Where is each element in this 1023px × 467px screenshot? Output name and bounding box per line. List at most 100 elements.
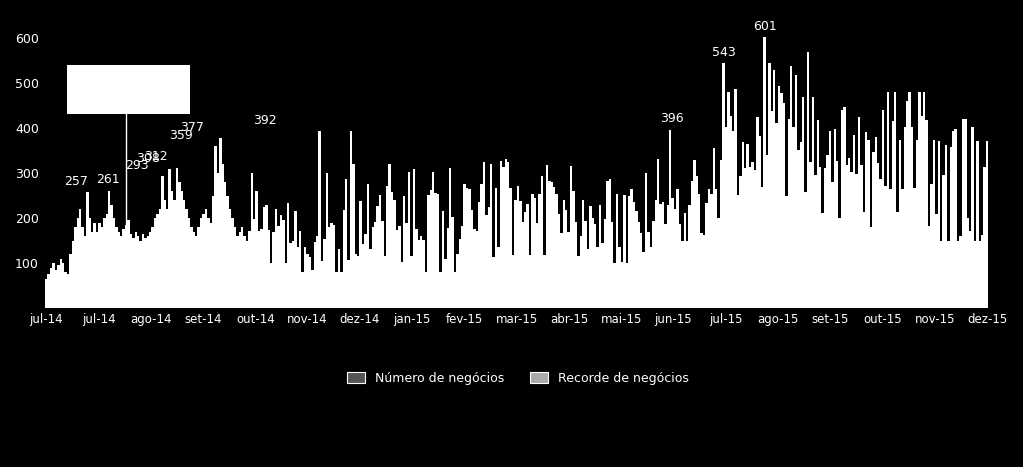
Bar xyxy=(957,241,960,308)
Bar xyxy=(197,227,199,308)
Bar xyxy=(199,218,203,308)
Bar xyxy=(68,64,189,114)
Bar xyxy=(509,188,512,308)
Bar xyxy=(611,222,614,308)
Bar xyxy=(587,249,589,308)
Bar xyxy=(824,168,827,308)
Bar xyxy=(596,248,598,308)
Bar xyxy=(744,168,747,308)
Bar xyxy=(618,248,621,308)
Bar xyxy=(55,270,57,308)
Bar xyxy=(268,230,270,308)
Bar xyxy=(928,226,930,308)
Bar xyxy=(770,112,773,308)
Bar xyxy=(754,170,756,308)
Bar xyxy=(340,272,343,308)
Bar xyxy=(686,241,688,308)
Bar xyxy=(100,227,103,308)
Bar xyxy=(570,166,572,308)
Bar xyxy=(323,239,325,308)
Bar xyxy=(529,255,531,308)
Bar xyxy=(439,272,442,308)
Bar xyxy=(74,227,77,308)
Bar xyxy=(768,63,770,308)
Bar xyxy=(722,64,724,308)
Bar xyxy=(962,120,964,308)
Bar xyxy=(495,189,497,308)
Bar xyxy=(790,66,793,308)
Bar xyxy=(226,196,229,308)
Bar xyxy=(212,196,215,308)
Bar xyxy=(260,229,263,308)
Bar xyxy=(456,254,458,308)
Bar xyxy=(942,175,945,308)
Bar xyxy=(309,257,311,308)
Bar xyxy=(781,93,783,308)
Bar xyxy=(553,186,555,308)
Bar xyxy=(376,206,379,308)
Text: 396: 396 xyxy=(660,112,683,125)
Bar xyxy=(555,194,558,308)
Text: 359: 359 xyxy=(169,129,193,142)
Bar xyxy=(371,227,374,308)
Bar xyxy=(292,241,295,308)
Bar xyxy=(783,103,785,308)
Bar xyxy=(616,194,618,308)
Bar xyxy=(947,241,949,308)
Bar xyxy=(203,213,205,308)
Bar xyxy=(449,168,451,308)
Bar xyxy=(412,169,415,308)
Bar xyxy=(669,130,671,308)
Bar xyxy=(350,131,352,308)
Bar xyxy=(814,175,816,308)
Bar xyxy=(321,262,323,308)
Bar xyxy=(507,163,509,308)
Bar xyxy=(153,218,157,308)
Bar xyxy=(231,218,233,308)
Bar xyxy=(983,167,986,308)
Bar xyxy=(896,212,899,308)
Bar xyxy=(444,259,447,308)
Bar xyxy=(868,140,870,308)
Bar xyxy=(222,164,224,308)
Bar xyxy=(836,161,838,308)
Bar xyxy=(841,110,843,308)
Bar xyxy=(655,200,657,308)
Bar xyxy=(504,159,507,308)
Bar xyxy=(875,137,877,308)
Bar xyxy=(862,212,865,308)
Bar xyxy=(180,191,183,308)
Bar xyxy=(515,200,517,308)
Bar xyxy=(880,179,882,308)
Bar xyxy=(660,204,662,308)
Bar xyxy=(635,212,637,308)
Bar xyxy=(135,232,137,308)
Bar xyxy=(710,194,713,308)
Bar xyxy=(524,212,527,308)
Bar xyxy=(379,195,382,308)
Bar xyxy=(295,211,297,308)
Bar xyxy=(986,141,988,308)
Bar xyxy=(625,263,628,308)
Bar xyxy=(763,37,766,308)
Bar xyxy=(162,176,164,308)
Bar xyxy=(419,235,422,308)
Bar xyxy=(72,241,74,308)
Bar xyxy=(105,213,108,308)
Bar xyxy=(873,152,875,308)
Bar xyxy=(238,232,241,308)
Bar xyxy=(882,110,884,308)
Bar xyxy=(674,209,676,308)
Text: 261: 261 xyxy=(96,173,120,186)
Bar xyxy=(550,182,553,308)
Text: 377: 377 xyxy=(180,120,205,134)
Bar xyxy=(352,164,355,308)
Bar xyxy=(683,213,686,308)
Bar xyxy=(279,215,282,308)
Bar xyxy=(89,218,91,308)
Bar xyxy=(954,129,957,308)
Bar xyxy=(246,241,249,308)
Bar xyxy=(366,184,369,308)
Bar xyxy=(91,232,93,308)
Bar xyxy=(157,213,159,308)
